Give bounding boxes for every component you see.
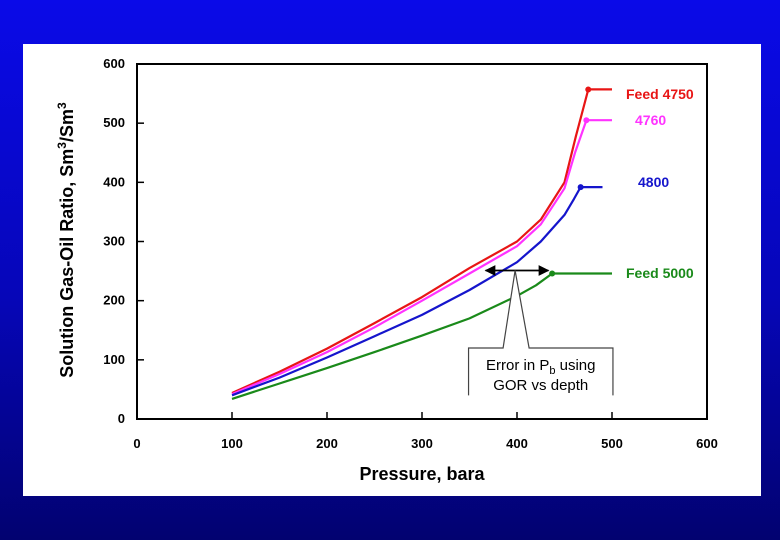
x-tick-label-0: 0	[133, 436, 140, 451]
plot-area-frame	[136, 63, 708, 420]
y-tick-label-3: 300	[103, 234, 125, 249]
y-tick-label-1: 100	[103, 352, 125, 367]
series-point-0	[585, 86, 592, 93]
y-tick-label-2: 200	[103, 293, 125, 308]
series-line-2	[231, 186, 603, 397]
x-tick-label-3: 300	[411, 436, 433, 451]
callout-line-1-sub: b	[549, 365, 555, 377]
series-line-3	[231, 272, 612, 400]
series-line-0	[231, 88, 612, 395]
y-tick-label-0: 0	[118, 411, 125, 426]
series-label-0: Feed 4750	[626, 86, 694, 102]
callout-box	[467, 270, 614, 396]
series-point-2	[577, 184, 584, 191]
callout-line-1-suffix: using	[555, 357, 595, 374]
x-tick-label-2: 200	[316, 436, 338, 451]
callout-line-2: GOR vs depth	[493, 377, 588, 394]
x-axis-title: Pressure, bara	[359, 464, 485, 484]
y-tick-label-4: 400	[103, 174, 125, 189]
series-label-2: 4800	[638, 174, 669, 190]
x-tick-label-5: 500	[601, 436, 623, 451]
series-point-1	[583, 117, 590, 124]
series-point-3	[549, 270, 556, 277]
x-tick-label-4: 400	[506, 436, 528, 451]
x-tick-label-1: 100	[221, 436, 243, 451]
y-axis-title-mid: /Sm	[57, 109, 77, 142]
y-axis-title: Solution Gas-Oil Ratio, Sm3/Sm3	[55, 102, 77, 378]
series-layer	[231, 86, 612, 400]
slide-panel: 0 100 200 300 400 500 600 0 100 200 300 400 500 600 E…	[23, 44, 761, 496]
chart: 0 100 200 300 400 500 600 0 100 200 300 400 500 600 E…	[55, 56, 718, 484]
ticks-layer: 0 100 200 300 400 500 600 0 100 200 300 400 500 600	[103, 56, 718, 451]
y-axis-title-sup-2: 3	[55, 102, 69, 109]
y-axis-title-main: Solution Gas-Oil Ratio, Sm	[57, 149, 77, 378]
series-label-3: Feed 5000	[626, 265, 694, 281]
y-axis-title-sup-1: 3	[55, 142, 69, 149]
y-tick-label-5: 500	[103, 115, 125, 130]
series-line-1	[231, 119, 612, 396]
series-label-1: 4760	[635, 112, 666, 128]
y-tick-label-6: 600	[103, 56, 125, 71]
labels-layer: Feed 4750 4760 4800 Feed 5000	[626, 86, 694, 281]
x-tick-label-6: 600	[696, 436, 718, 451]
callout-line-1: Error in Pb using	[486, 357, 596, 377]
callout-line-1-main: Error in P	[486, 357, 549, 374]
